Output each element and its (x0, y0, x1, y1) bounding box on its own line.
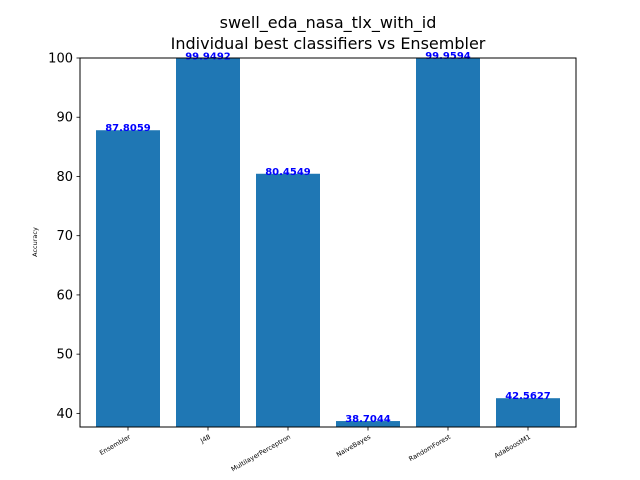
bar-randomforest (416, 58, 480, 428)
chart-title: swell_eda_nasa_tlx_with_id (220, 13, 437, 33)
bar-ensembler (96, 130, 160, 428)
x-tick-label: AdaBoostM1 (493, 433, 532, 460)
chart-subtitle: Individual best classifiers vs Ensembler (171, 34, 486, 53)
x-tick-label: MultilayerPerceptron (230, 433, 292, 474)
data-label: 99.9594 (425, 51, 471, 62)
bar-j48 (176, 58, 240, 428)
data-label: 99.9492 (185, 51, 231, 62)
data-label: 38.7044 (345, 414, 391, 425)
y-tick-label: 50 (56, 348, 73, 363)
y-axis-label: Accuracy (31, 227, 39, 257)
bar-naivebayes (336, 421, 400, 427)
y-tick-label: 90 (56, 111, 73, 126)
bar-multilayerperceptron (256, 173, 320, 427)
y-tick-label: 70 (56, 229, 73, 244)
y-axis: 40 50 60 70 80 90 100 (48, 52, 80, 422)
x-tick-label: J48 (198, 433, 212, 446)
data-labels-layer: 87.8059 99.9492 80.4549 38.7044 99.9594 42.56… (105, 51, 551, 425)
y-tick-label: 40 (56, 407, 73, 422)
plot-frame (79, 57, 577, 428)
x-tick-label: Ensembler (98, 433, 132, 457)
data-label: 80.4549 (265, 167, 311, 178)
x-tick-label: RandomForest (407, 433, 452, 464)
data-label: 87.8059 (105, 123, 151, 134)
data-label: 42.5627 (505, 391, 551, 402)
bars-layer (96, 58, 560, 428)
y-tick-label: 100 (48, 52, 73, 67)
y-tick-label: 80 (56, 170, 73, 185)
y-tick-label: 60 (56, 288, 73, 303)
x-tick-label: NaiveBayes (335, 432, 373, 458)
bar-adaboostm1 (496, 398, 560, 427)
x-axis: Ensembler J48 MultilayerPerceptron NaiveBay… (98, 427, 532, 473)
